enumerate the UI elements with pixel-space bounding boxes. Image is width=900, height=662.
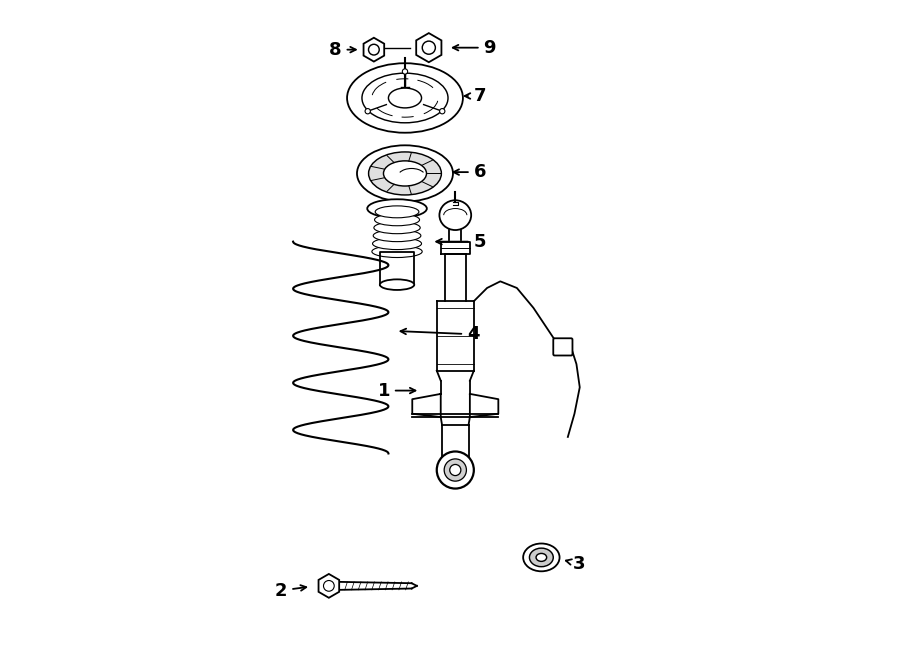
Ellipse shape — [374, 214, 419, 226]
Polygon shape — [380, 252, 414, 285]
Ellipse shape — [380, 279, 414, 290]
Text: 3: 3 — [566, 555, 585, 573]
Ellipse shape — [347, 64, 463, 132]
Ellipse shape — [375, 206, 419, 218]
Polygon shape — [436, 301, 473, 371]
Polygon shape — [319, 574, 339, 598]
Circle shape — [436, 451, 473, 489]
Circle shape — [439, 109, 445, 114]
Text: 9: 9 — [453, 38, 496, 57]
Circle shape — [450, 465, 461, 475]
Text: 5: 5 — [436, 232, 486, 251]
Circle shape — [402, 69, 408, 74]
Ellipse shape — [362, 73, 448, 123]
Polygon shape — [364, 38, 384, 62]
Polygon shape — [449, 230, 462, 240]
Circle shape — [445, 459, 466, 481]
Polygon shape — [341, 582, 417, 590]
Text: 7: 7 — [464, 87, 486, 105]
Ellipse shape — [536, 553, 546, 561]
Ellipse shape — [374, 230, 421, 242]
Text: 6: 6 — [454, 163, 486, 181]
Polygon shape — [416, 33, 441, 62]
FancyBboxPatch shape — [554, 338, 572, 355]
Polygon shape — [412, 394, 441, 417]
Circle shape — [365, 109, 371, 114]
Ellipse shape — [389, 88, 421, 108]
Polygon shape — [441, 381, 470, 394]
Ellipse shape — [439, 200, 472, 230]
Polygon shape — [441, 242, 470, 254]
Polygon shape — [470, 394, 499, 417]
Polygon shape — [442, 425, 469, 467]
Ellipse shape — [369, 152, 441, 195]
Text: 1: 1 — [378, 381, 416, 400]
Ellipse shape — [374, 222, 420, 234]
Text: 8: 8 — [329, 40, 356, 59]
Ellipse shape — [373, 238, 421, 250]
Text: 2: 2 — [274, 581, 306, 600]
Ellipse shape — [372, 246, 422, 258]
Ellipse shape — [523, 544, 560, 571]
Ellipse shape — [357, 145, 453, 201]
Text: 4: 4 — [400, 325, 480, 344]
Ellipse shape — [383, 161, 427, 186]
Ellipse shape — [367, 199, 427, 218]
Polygon shape — [445, 254, 466, 301]
Ellipse shape — [529, 548, 554, 567]
